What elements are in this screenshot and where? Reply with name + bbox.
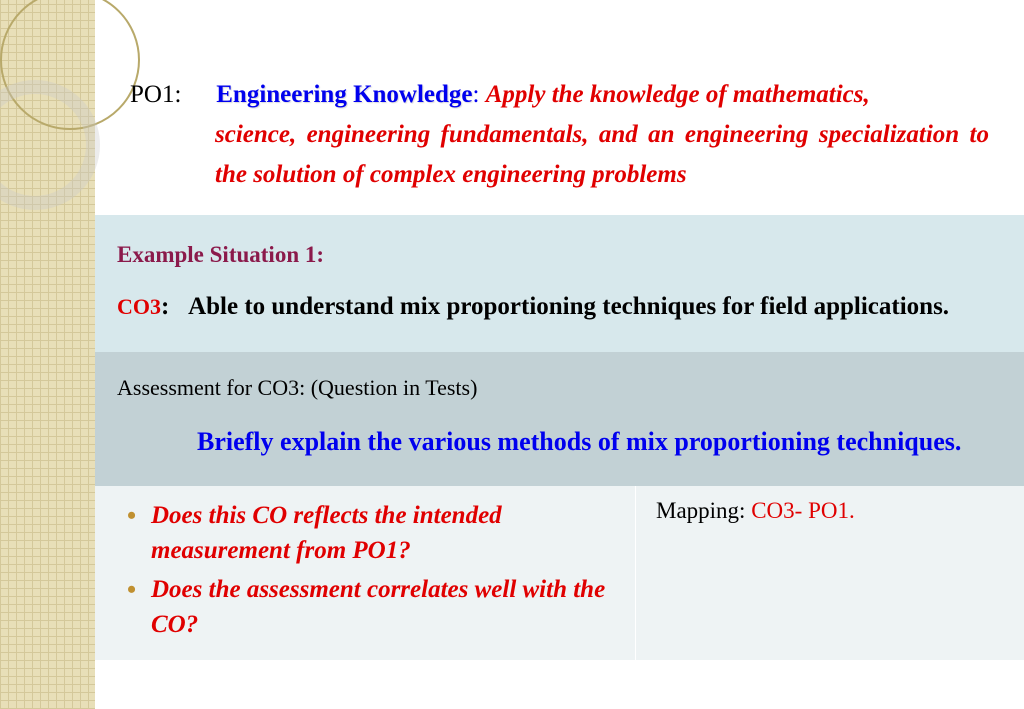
example-row: Example Situation 1: CO3: Able to unders… — [95, 215, 1024, 352]
assessment-label: Assessment for CO3: (Question in Tests) — [117, 366, 1002, 410]
questions-mapping-row: Does this CO reflects the intended measu… — [95, 486, 1024, 660]
mapping-value: CO3- PO1. — [751, 498, 855, 523]
po-label: PO1: — [130, 75, 210, 115]
example-title: Example Situation 1: — [117, 233, 1002, 277]
assessment-question: Briefly explain the various methods of m… — [117, 416, 1002, 468]
po-colon: : — [473, 81, 480, 108]
co3-text: Able to understand mix proportioning tec… — [188, 293, 949, 320]
bullet-1: Does this CO reflects the intended measu… — [123, 498, 615, 568]
assessment-row: Assessment for CO3: (Question in Tests) … — [95, 352, 1024, 486]
po-definition: PO1: Engineering Knowledge: Apply the kn… — [95, 0, 1024, 215]
po-text-body: science, engineering fundamentals, and a… — [215, 115, 989, 195]
question-text: Briefly explain the various methods of m… — [197, 427, 961, 456]
co3-colon: : — [161, 293, 169, 320]
mapping-label: Mapping: — [656, 498, 751, 523]
co3-label: CO3 — [117, 294, 161, 319]
po-apply: Apply — [486, 81, 546, 108]
po-title: Engineering Knowledge — [216, 81, 472, 108]
slide-content: PO1: Engineering Knowledge: Apply the kn… — [95, 0, 1024, 709]
po-text-inline: the knowledge of mathematics, — [552, 81, 870, 108]
bullet-2: Does the assessment correlates well with… — [123, 572, 615, 642]
reflection-questions: Does this CO reflects the intended measu… — [95, 486, 636, 660]
mapping-cell: Mapping: CO3- PO1. — [636, 486, 1024, 660]
